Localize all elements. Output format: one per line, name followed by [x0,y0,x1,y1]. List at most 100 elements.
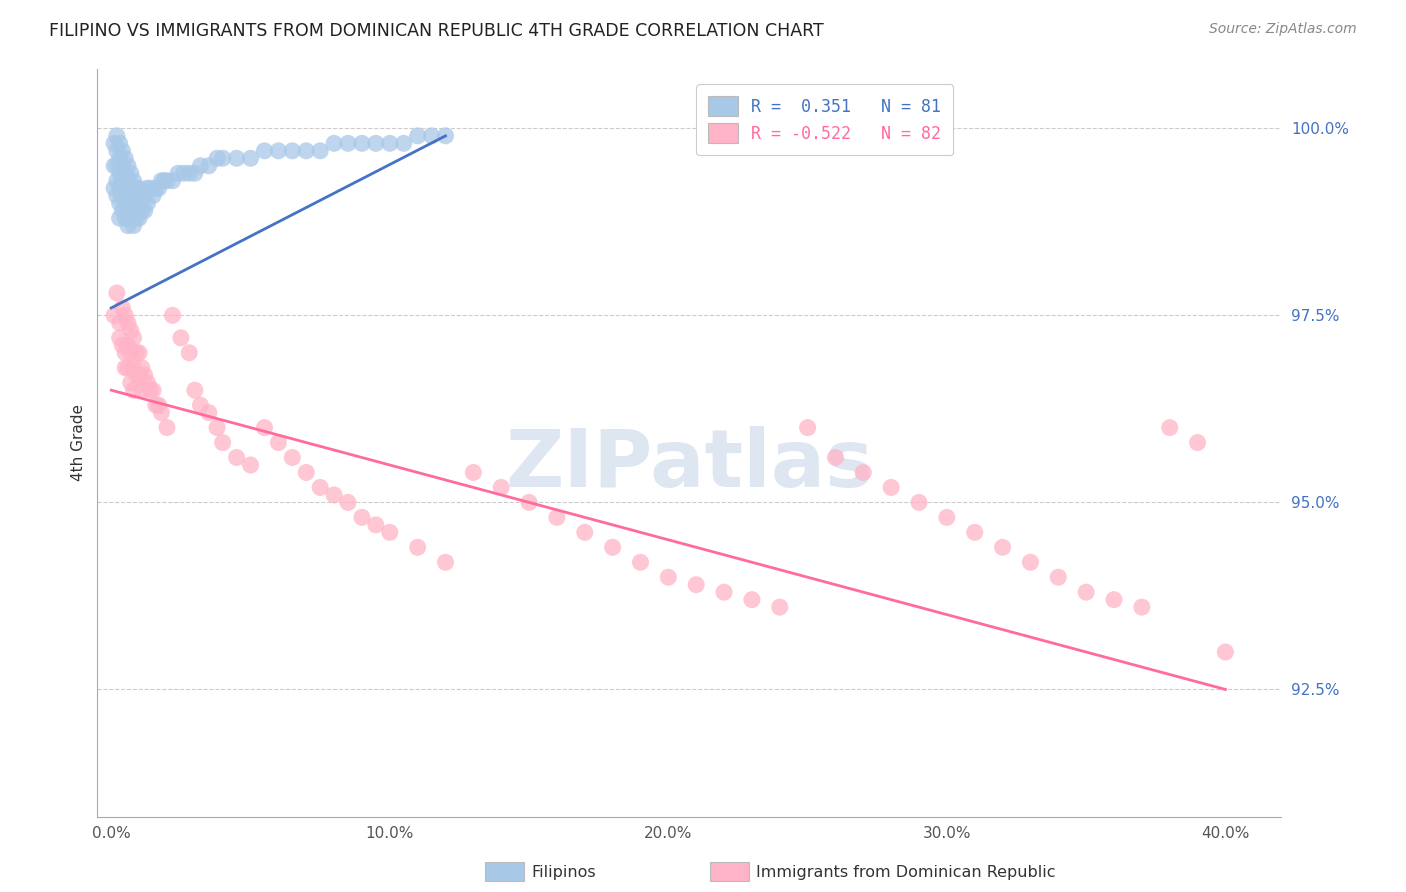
Point [190,159,212,173]
Point [630,555,652,569]
Point [337,495,360,509]
Point [108,196,131,211]
Text: Filipinos: Filipinos [531,865,596,880]
Point [108,211,131,226]
Point [122,219,145,233]
Point [117,360,139,375]
Point [108,331,131,345]
Point [197,159,219,173]
Point [114,181,136,195]
Point [105,159,128,173]
Point [179,166,201,180]
Point [122,203,145,218]
Point [150,174,173,188]
Point [111,159,134,173]
Point [103,136,125,151]
Point [197,406,219,420]
Point [1159,420,1181,434]
Point [156,174,179,188]
Point [309,144,332,158]
Point [991,541,1014,555]
Point [150,406,173,420]
Point [108,136,131,151]
Text: Immigrants from Dominican Republic: Immigrants from Dominican Republic [756,865,1056,880]
Point [105,285,128,300]
Point [463,466,485,480]
Point [184,383,207,397]
Point [117,316,139,330]
Point [125,211,148,226]
Point [281,144,304,158]
Point [1102,592,1125,607]
Point [741,592,763,607]
Point [657,570,679,584]
Point [323,136,346,151]
Point [378,136,401,151]
Point [378,525,401,540]
Point [142,188,165,202]
Point [295,144,318,158]
Point [267,435,290,450]
Point [769,600,792,615]
Point [148,181,170,195]
Point [111,188,134,202]
Point [114,196,136,211]
Point [309,480,332,494]
Point [120,196,142,211]
Point [1215,645,1237,659]
Point [125,346,148,360]
Point [364,517,387,532]
Point [117,219,139,233]
Point [128,196,150,211]
Point [420,128,443,143]
Point [134,188,156,202]
Point [685,577,707,591]
Point [103,181,125,195]
Point [114,346,136,360]
Point [852,466,875,480]
Point [963,525,986,540]
Point [1187,435,1209,450]
Point [117,159,139,173]
Point [114,360,136,375]
Point [1074,585,1097,599]
Point [1130,600,1153,615]
Point [114,309,136,323]
Point [434,555,457,569]
Point [136,196,159,211]
Point [128,181,150,195]
Point [105,188,128,202]
Point [139,181,162,195]
Point [205,420,228,434]
Point [1019,555,1042,569]
Point [173,166,195,180]
Point [350,136,373,151]
Point [120,323,142,337]
Point [120,346,142,360]
Point [108,316,131,330]
Point [111,174,134,188]
Point [225,151,247,165]
Point [295,466,318,480]
Point [122,331,145,345]
Point [111,144,134,158]
Point [120,181,142,195]
Text: Source: ZipAtlas.com: Source: ZipAtlas.com [1209,22,1357,37]
Point [406,541,429,555]
Legend: R =  0.351   N = 81, R = -0.522   N = 82: R = 0.351 N = 81, R = -0.522 N = 82 [696,85,953,155]
Point [880,480,903,494]
Point [136,181,159,195]
Point [145,181,167,195]
Point [108,151,131,165]
Point [128,368,150,383]
Text: FILIPINO VS IMMIGRANTS FROM DOMINICAN REPUBLIC 4TH GRADE CORRELATION CHART: FILIPINO VS IMMIGRANTS FROM DOMINICAN RE… [49,22,824,40]
Point [935,510,957,524]
Point [489,480,512,494]
Point [162,174,184,188]
Point [105,174,128,188]
Point [239,458,262,472]
Point [131,360,153,375]
Point [114,211,136,226]
Point [105,144,128,158]
Point [111,338,134,352]
